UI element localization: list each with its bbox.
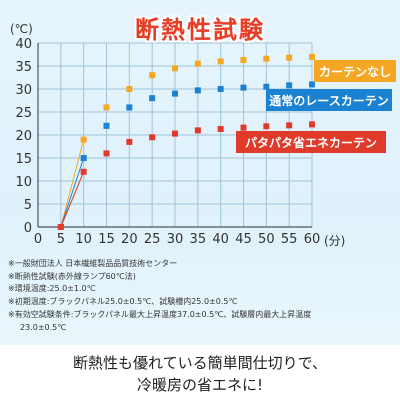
data-point xyxy=(80,168,87,175)
data-point xyxy=(149,72,156,79)
data-point xyxy=(286,82,293,89)
note-line: ※断熱性試験(赤外線ランプ60℃法) xyxy=(8,271,136,281)
y-tick-label: 40 xyxy=(15,37,32,52)
data-point xyxy=(263,55,270,62)
data-point xyxy=(263,123,270,130)
data-point xyxy=(194,127,201,134)
x-tick-label: 15 xyxy=(98,232,115,247)
caption: 断熱性も優れている簡単間仕切りで、 冷暖房の省エネに! xyxy=(0,352,400,396)
series-connector xyxy=(60,139,85,228)
data-point xyxy=(217,126,224,133)
note-line: ※一般財団法人 日本繊維製品品質技術センター xyxy=(8,259,178,268)
legend-badge xyxy=(314,60,396,82)
series-layer xyxy=(57,53,315,230)
legend-label: カーテンなし xyxy=(319,65,391,79)
y-tick-label: 15 xyxy=(15,152,32,167)
data-point xyxy=(286,54,293,61)
data-point xyxy=(57,224,64,230)
y-tick-label: 5 xyxy=(24,198,32,213)
y-tick-label: 10 xyxy=(15,175,32,190)
x-tick-label: 50 xyxy=(258,232,275,247)
data-point xyxy=(309,121,315,128)
x-tick-label: 20 xyxy=(121,232,138,247)
chart-title: 断熱性試験 xyxy=(135,16,265,44)
test-notes: ※一般財団法人 日本繊維製品品質技術センター ※断熱性試験(赤外線ランプ60℃法… xyxy=(8,258,398,334)
caption-line: 冷暖房の省エネに! xyxy=(136,376,263,394)
note-line: ※環境温度:25.0±1.0℃ xyxy=(8,284,96,294)
y-tick-label: 30 xyxy=(15,83,32,98)
data-point xyxy=(80,136,87,143)
x-tick-label: 30 xyxy=(167,232,184,247)
y-tick-label: 25 xyxy=(15,106,32,121)
legend-badge xyxy=(236,131,386,153)
x-tick-label: 0 xyxy=(34,232,42,247)
data-point xyxy=(103,150,110,157)
series-2 xyxy=(57,121,315,230)
data-point xyxy=(172,65,178,72)
data-point xyxy=(240,124,247,131)
legend-label: パタパタ省エネカーテン xyxy=(245,135,377,150)
x-tick-label: 5 xyxy=(57,232,65,247)
legend-item: カーテンなし xyxy=(314,60,396,82)
note-line: ※初期温度:ブラックパネル25.0±0.5℃、試験槽内25.0±0.5℃ xyxy=(8,297,238,307)
y-tick-label: 20 xyxy=(15,129,32,144)
y-tick-label: 0 xyxy=(24,221,32,236)
x-tick-label: 60 xyxy=(304,232,321,247)
x-tick-label: 40 xyxy=(212,232,229,247)
note-line: ※有効空試験条件:ブラックパネル最大上昇温度37.0±0.5℃、試験層内最大上昇… xyxy=(8,309,312,319)
data-point xyxy=(309,81,315,88)
data-point xyxy=(126,138,133,145)
legend-badge xyxy=(266,89,392,111)
data-point xyxy=(240,84,247,91)
data-point xyxy=(172,90,178,97)
series-connector xyxy=(60,157,85,228)
data-point xyxy=(240,57,247,64)
data-point xyxy=(80,155,87,161)
data-point xyxy=(194,87,201,94)
data-point xyxy=(286,122,293,129)
y-tick-label: 35 xyxy=(15,60,32,75)
x-tick-label: 45 xyxy=(235,232,252,247)
legend-item: パタパタ省エネカーテン xyxy=(236,131,386,153)
data-point xyxy=(263,83,270,90)
data-point xyxy=(217,58,224,65)
data-point xyxy=(172,130,178,137)
legend-label: 通常のレースカーテン xyxy=(269,93,388,108)
data-point xyxy=(126,104,133,111)
data-point xyxy=(217,86,224,92)
x-tick-label: 55 xyxy=(281,232,298,247)
data-point xyxy=(103,104,110,111)
x-axis-label: (分) xyxy=(324,234,345,248)
caption-line: 断熱性も優れている簡単間仕切りで、 xyxy=(73,354,327,372)
legend-item: 通常のレースカーテン xyxy=(266,89,392,111)
data-point xyxy=(149,134,156,141)
note-line: 23.0±0.5℃ xyxy=(20,322,67,332)
y-axis-label: (℃) xyxy=(10,22,33,36)
x-tick-label: 35 xyxy=(190,232,207,247)
series-connector xyxy=(60,171,85,228)
data-point xyxy=(194,60,201,67)
data-point xyxy=(126,86,133,92)
data-point xyxy=(103,122,110,129)
chart-panel xyxy=(0,0,400,345)
x-tick-label: 10 xyxy=(75,232,92,247)
data-point xyxy=(309,53,315,60)
x-tick-label: 25 xyxy=(144,232,161,247)
data-point xyxy=(149,95,156,102)
